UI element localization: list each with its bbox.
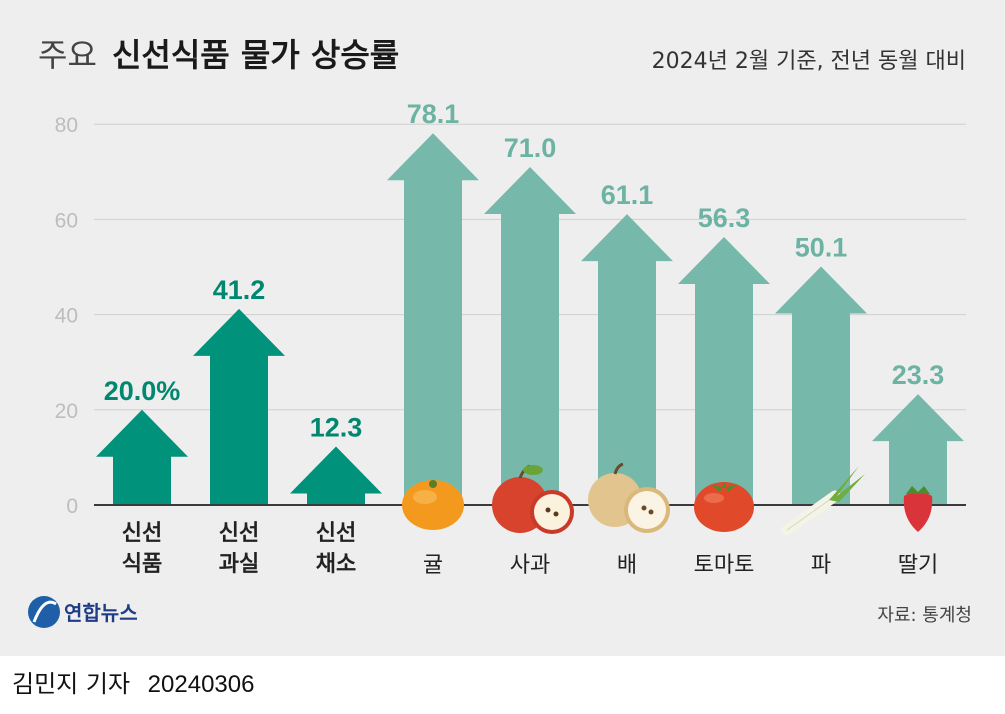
strawberry-icon [903, 486, 933, 532]
y-tick-label: 60 [55, 209, 78, 232]
category-label: 토마토 [694, 553, 755, 578]
logo-globe-icon [28, 596, 60, 628]
value-label: 61.1 [601, 180, 654, 210]
value-labels: 20.0% 41.2 12.3 78.1 71.0 61.1 56.3 50.1 23.3 [104, 99, 945, 442]
chart-title: 주요 신선식품 물가 상승률 [38, 36, 399, 74]
tangerine-icon [402, 480, 464, 530]
category-label: 사과 [510, 553, 550, 578]
title-prefix: 주요 [38, 36, 97, 74]
y-tick-label: 20 [55, 400, 78, 423]
logo-text: 연합뉴스 [64, 601, 138, 625]
infographic-frame: 주요 신선식품 물가 상승률 2024년 2월 기준, 전년 동월 대비 0 20… [0, 0, 1005, 656]
bar-arrow [678, 237, 770, 505]
bar-arrow [581, 214, 673, 505]
category-label: 귤 [423, 553, 443, 578]
publish-date: 20240306 [147, 671, 255, 698]
bar-arrow [484, 167, 576, 506]
source-note: 자료: 통계청 [877, 605, 972, 626]
y-tick-label: 0 [66, 495, 78, 518]
bar-arrow [387, 133, 479, 505]
category-label: 신선 과실 [219, 521, 259, 577]
value-label: 71.0 [504, 133, 557, 163]
tomato-icon [694, 482, 754, 532]
byline: 김민지 기자 20240306 [12, 664, 254, 699]
pear-icon [588, 462, 670, 533]
value-label: 20.0% [104, 376, 181, 406]
apple-icon [492, 464, 574, 534]
bar-arrow [775, 266, 867, 505]
chart-subtitle: 2024년 2월 기준, 전년 동월 대비 [652, 49, 966, 74]
green-onion-icon [781, 466, 865, 536]
value-label: 50.1 [795, 233, 848, 263]
reporter-name: 김민지 기자 [12, 670, 131, 698]
y-tick-label: 40 [55, 305, 78, 328]
yonhap-logo: 연합뉴스 [28, 596, 138, 628]
bars [96, 133, 964, 506]
value-label: 41.2 [213, 275, 266, 305]
bar-arrow [96, 409, 188, 505]
item-icons [402, 462, 933, 536]
y-axis-ticks: 0 20 40 60 80 [55, 114, 78, 518]
value-label: 12.3 [310, 412, 363, 442]
bar-arrow [872, 394, 964, 505]
y-tick-label: 80 [55, 114, 78, 137]
category-label: 파 [811, 553, 831, 578]
category-label: 배 [617, 553, 637, 578]
category-label: 신선 식품 [122, 521, 162, 577]
value-label: 23.3 [892, 360, 945, 390]
bar-arrow [193, 308, 285, 505]
chart-canvas: 주요 신선식품 물가 상승률 2024년 2월 기준, 전년 동월 대비 0 20… [28, 36, 972, 628]
value-label: 56.3 [698, 203, 751, 233]
bar-arrow [290, 446, 382, 505]
category-label: 신선 채소 [316, 521, 356, 577]
category-label: 딸기 [898, 553, 938, 578]
value-label: 78.1 [407, 99, 460, 129]
title-main: 신선식품 물가 상승률 [112, 36, 399, 74]
